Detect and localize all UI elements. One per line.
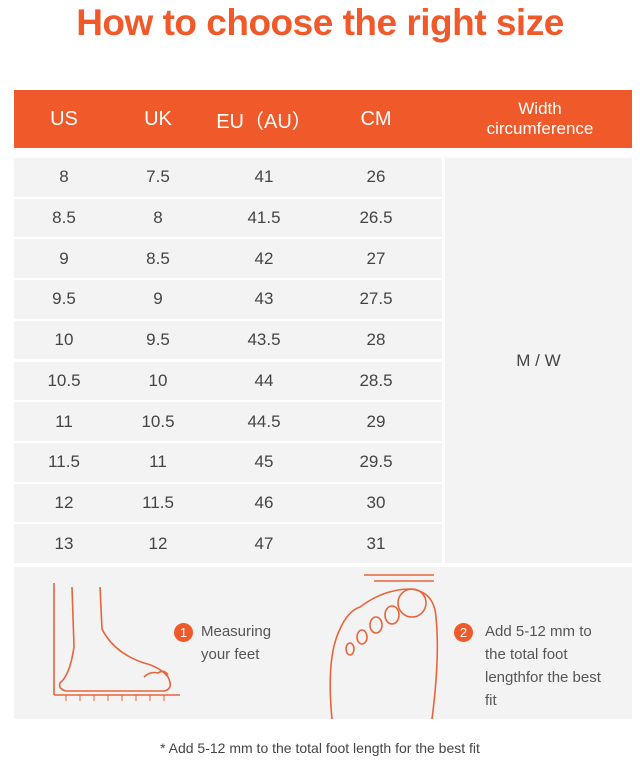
table-cell: 8.5 <box>52 208 76 228</box>
title: How to choose the right size <box>76 2 564 43</box>
table-row: 9 8.5 42 27 <box>14 239 442 279</box>
table-cell: 42 <box>254 248 274 268</box>
table-cell: 11.5 <box>48 452 80 472</box>
illustration-panel: 1 Measuring your feet 2 Add 5-12 mm to t… <box>14 567 632 719</box>
table-cell: 10 <box>148 370 168 390</box>
table-cell: 9.5 <box>52 289 76 309</box>
table-cell: 26.5 <box>359 208 393 228</box>
table-cell: 43.5 <box>247 330 281 350</box>
table-cell: 47 <box>254 533 274 553</box>
table-cell: 29 <box>366 411 386 431</box>
top-foot <box>329 574 439 719</box>
table-row: 10 9.5 43.5 28 <box>14 320 442 360</box>
table-header: US UK EU（AU） CM Width circumference <box>14 90 632 148</box>
illustrations <box>53 574 439 719</box>
table-row: 11.5 11 45 29.5 <box>14 442 442 482</box>
column-header: US <box>50 107 78 130</box>
table-cell: 44 <box>254 370 274 390</box>
column-header: UK <box>144 107 172 130</box>
table-row: 8 7.5 41 26 <box>14 158 442 197</box>
step-text: Measuring your feet <box>201 623 272 663</box>
table-cell: 11 <box>149 452 167 472</box>
table-row: 11 10.5 44.5 29 <box>14 402 442 441</box>
table-cell: 9 <box>153 289 163 309</box>
table-cell: 28 <box>366 330 386 350</box>
table-cell: 8 <box>153 208 163 228</box>
column-header: EU（AU） <box>216 110 312 133</box>
step-number: 2 <box>454 623 473 642</box>
table-cell: 10.5 <box>141 411 175 431</box>
table-cell: 30 <box>366 492 386 512</box>
table-cell: 9 <box>59 248 69 268</box>
table-cell: 12 <box>148 533 168 553</box>
table-cell: 43 <box>254 289 274 309</box>
footnote: * Add 5-12 mm to the total foot length f… <box>160 740 480 756</box>
table-cell: 46 <box>254 492 274 512</box>
table-cell: 28.5 <box>359 370 393 390</box>
column-header: Width circumference <box>486 99 594 138</box>
table-cell: 41 <box>254 167 274 187</box>
table-cell: 10.5 <box>47 370 81 390</box>
table-row: 8.5 8 41.5 26.5 <box>14 198 442 238</box>
table-cell: 13 <box>54 533 74 553</box>
table-cell: 8.5 <box>146 248 170 268</box>
table-cell: 10 <box>54 330 74 350</box>
width-cell: M / W <box>445 158 632 563</box>
table-row: 13 12 47 31 <box>14 524 442 563</box>
table-cell: 31 <box>366 533 386 553</box>
table-cell: 27 <box>366 248 386 268</box>
table-cell: 41.5 <box>247 208 281 228</box>
table-cell: 11.5 <box>142 492 174 512</box>
table-cell: 44.5 <box>247 411 281 431</box>
table-cell: 26 <box>366 167 386 187</box>
table-cell: 45 <box>254 452 274 472</box>
table-cell: 9.5 <box>146 330 170 350</box>
table-row: 10.5 10 44 28.5 <box>14 361 442 401</box>
table-cell: 7.5 <box>146 167 170 187</box>
table-cell: 27.5 <box>359 289 393 309</box>
step-number: 1 <box>174 623 193 642</box>
table-cell: 11 <box>55 411 73 431</box>
table-row: 9.5 9 43 27.5 <box>14 280 442 319</box>
table-row: 12 11.5 46 30 <box>14 483 442 523</box>
side-foot <box>53 583 180 701</box>
column-header: CM <box>360 107 392 130</box>
table-cell: 12 <box>54 492 74 512</box>
table-cell: 29.5 <box>359 452 393 472</box>
step-text: Add 5-12 mm to the total foot lengthfor … <box>485 623 601 709</box>
table-cell: 8 <box>59 167 69 187</box>
